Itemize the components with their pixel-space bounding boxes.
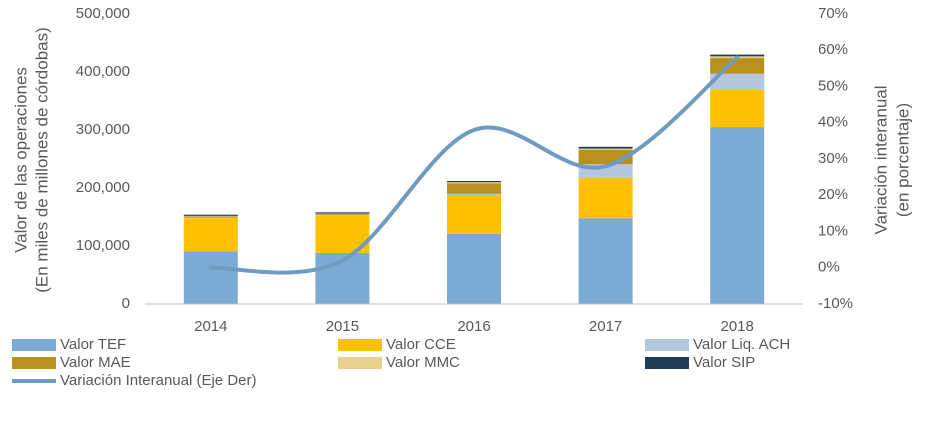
bar-segment [447,233,501,304]
bar-segment [578,148,633,150]
y-tick-label: 500,000 [76,5,130,22]
bar-segment [183,215,238,217]
x-tick-label: 2016 [457,318,490,335]
y2-axis-title-line: (en porcentaje) [893,103,912,217]
legend-swatch [12,339,56,351]
bar-segment [447,194,501,234]
y2-tick-label: 50% [818,77,848,94]
x-tick-label: 2017 [589,318,622,335]
legend-label: Valor CCE [386,336,456,353]
x-tick-label: 2018 [721,318,754,335]
y2-tick-label: -10% [818,295,853,312]
bar-segment [447,193,501,195]
legend-label: Valor MAE [60,354,131,371]
bar-segment [183,216,238,218]
y2-axis-title-line: Variación interanual [871,86,890,235]
y-tick-label: 200,000 [76,179,130,196]
y-axis-title-line: (En miles de millones de córdobas) [32,27,51,293]
bar-segment [183,214,238,216]
bar-segment [315,212,370,214]
y2-tick-label: 20% [818,186,848,203]
legend-swatch [338,357,382,369]
y2-tick-label: 40% [818,114,848,131]
y-tick-label: 400,000 [76,63,130,80]
line-series [208,55,740,275]
bar-segment [315,214,370,216]
y-tick-label: 300,000 [76,121,130,138]
y2-tick-label: 60% [818,41,848,58]
legend-label: Valor Liq. ACH [693,336,790,353]
bar-segment [710,73,765,90]
y-axis-title-line: Valor de las operaciones [11,67,30,253]
y2-axis-title: Variación interanual (en porcentaje) [871,86,912,235]
bar-segment [447,181,501,183]
y2-tick-label: 70% [818,5,848,22]
bar-segment [315,215,370,216]
y-tick-label: 100,000 [76,237,130,254]
bar-segment [578,218,633,304]
bar-segment [710,89,765,128]
x-tick-label: 2014 [194,318,227,335]
bar-segment [578,178,633,219]
bar-segment [710,54,765,57]
bar-segment [447,182,501,184]
bar-segment [183,218,238,252]
legend-label: Variación Interanual (Eje Der) [60,372,256,389]
y2-tick-label: 30% [818,150,848,167]
legend-swatch [338,339,382,351]
bar-segment [710,58,765,74]
legend-label: Valor SIP [693,354,755,371]
legend-label: Valor TEF [60,336,126,353]
y2-tick-label: 10% [818,222,848,239]
bar-segment [578,146,633,149]
legend-swatch [645,339,689,351]
bar-segment [447,183,501,194]
bar-segment [183,251,238,304]
bar-segment [315,213,370,215]
legend-label: Valor MMC [386,354,460,371]
y-tick-label: 0 [122,295,130,312]
legend-swatch [12,357,56,369]
y-axis-title: Valor de las operaciones (En miles de mi… [11,27,51,293]
y2-tick-label: 0% [818,259,840,276]
x-tick-label: 2015 [326,318,359,335]
bar-segment [183,217,238,219]
legend-swatch [645,357,689,369]
bar-segment [710,127,765,304]
